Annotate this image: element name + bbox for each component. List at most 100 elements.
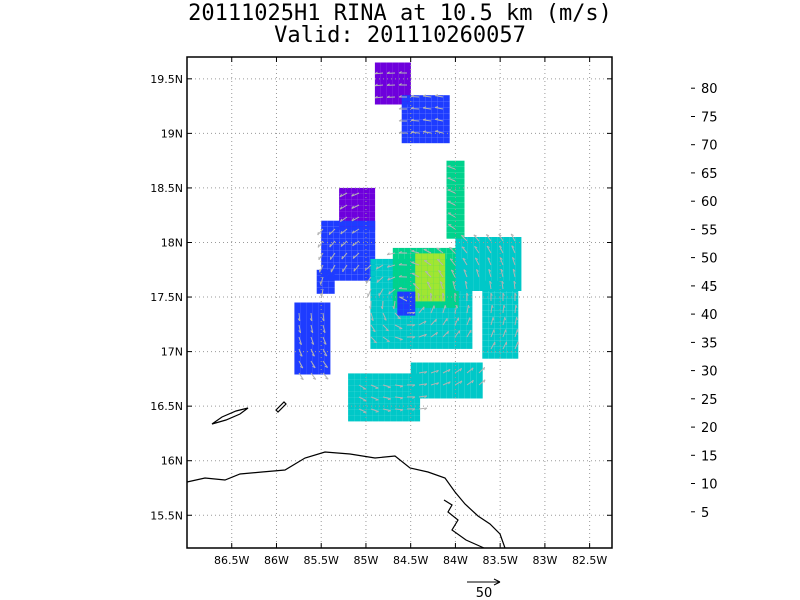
speed-cell — [384, 379, 391, 386]
wind-vector-head — [474, 245, 478, 249]
speed-cell — [436, 312, 443, 319]
speed-cell — [425, 107, 432, 114]
speed-cell — [374, 62, 381, 69]
speed-cell — [421, 277, 428, 284]
speed-cell — [312, 338, 319, 345]
speed-cell — [327, 262, 334, 269]
speed-cell — [398, 283, 405, 290]
speed-cell — [396, 373, 403, 380]
speed-cell — [321, 238, 328, 245]
speed-cell — [392, 92, 399, 99]
wind-vector-head — [486, 245, 490, 249]
wind-vector-head — [491, 304, 494, 309]
speed-cell — [333, 244, 340, 251]
wind-vector-head — [388, 291, 391, 295]
wind-vector-head — [324, 365, 328, 368]
speed-cell — [322, 269, 329, 276]
wind-vector — [424, 271, 432, 278]
speed-cell — [479, 255, 486, 261]
speed-cell — [324, 356, 331, 363]
speed-cell — [294, 314, 301, 321]
speed-cell — [306, 308, 313, 315]
speed-cell — [434, 301, 441, 308]
speed-cell — [392, 271, 399, 278]
wind-vector — [478, 379, 486, 386]
speed-cell — [392, 277, 399, 284]
speed-cell — [306, 314, 313, 321]
wind-vector-head — [312, 377, 316, 380]
speed-cell — [461, 237, 468, 243]
wind-vector-head — [411, 261, 415, 263]
speed-cell — [380, 74, 387, 81]
wind-vector-head — [398, 131, 402, 134]
speed-cell — [413, 125, 420, 132]
speed-cell — [363, 244, 370, 251]
speed-cell — [479, 249, 486, 255]
speed-cell — [515, 261, 522, 267]
speed-cell — [512, 322, 519, 329]
colorbar-label: 65 — [701, 167, 718, 182]
speed-cell — [442, 312, 449, 319]
wind-vector — [370, 324, 376, 332]
speed-cell — [428, 301, 435, 308]
speed-cell — [431, 101, 438, 108]
speed-cell — [500, 340, 507, 347]
speed-cell — [431, 125, 438, 132]
speed-cell — [415, 295, 422, 302]
wind-vector-head — [351, 205, 354, 209]
speed-cell — [482, 304, 489, 311]
wind-vector — [320, 276, 324, 285]
speed-cell — [363, 232, 370, 239]
speed-cell — [316, 281, 323, 288]
speed-cell — [363, 220, 370, 227]
wind-vector-head — [387, 386, 391, 389]
speed-cell — [294, 338, 301, 345]
wind-vector — [370, 336, 377, 344]
wind-vector-head — [311, 342, 315, 345]
speed-cell — [467, 255, 474, 261]
wind-vector-head — [387, 277, 390, 281]
speed-cell — [327, 226, 334, 233]
speed-cell — [374, 80, 381, 87]
speed-cell — [327, 256, 334, 263]
wind-vector — [394, 336, 403, 340]
wind-vector — [310, 348, 315, 357]
speed-cell — [306, 320, 313, 327]
x-tick-label: 86W — [264, 554, 289, 567]
speed-cell — [374, 92, 381, 99]
speed-cell — [458, 166, 465, 173]
wind-vector-head — [459, 380, 463, 384]
wind-vector — [375, 96, 384, 99]
wind-vector — [329, 240, 336, 248]
wind-vector — [498, 245, 504, 254]
speed-cell — [470, 392, 477, 399]
speed-cell — [388, 276, 395, 283]
wind-vector-head — [373, 341, 377, 344]
speed-cell — [460, 336, 467, 343]
speed-cell — [398, 271, 405, 278]
speed-cell — [506, 340, 513, 347]
speed-cell — [408, 397, 415, 404]
speed-cell — [397, 303, 404, 310]
speed-cell — [419, 137, 426, 144]
speed-cell — [351, 250, 358, 257]
wind-vector — [352, 240, 360, 247]
speed-cell — [312, 332, 319, 339]
speed-cell — [300, 338, 307, 345]
speed-cell — [494, 352, 501, 359]
speed-cell — [461, 273, 468, 279]
speed-cell — [446, 259, 453, 266]
speed-cell — [431, 113, 438, 120]
reference-arrow-head — [493, 578, 501, 586]
speed-cell — [430, 342, 437, 349]
speed-cell — [351, 226, 358, 233]
wind-vector — [393, 300, 396, 309]
speed-cell — [354, 385, 361, 392]
speed-cell — [512, 334, 519, 341]
speed-cell — [416, 362, 423, 369]
speed-cell — [354, 397, 361, 404]
speed-cell — [491, 249, 498, 255]
speed-cell — [376, 300, 383, 307]
speed-cell — [422, 362, 429, 369]
speed-cell — [372, 397, 379, 404]
